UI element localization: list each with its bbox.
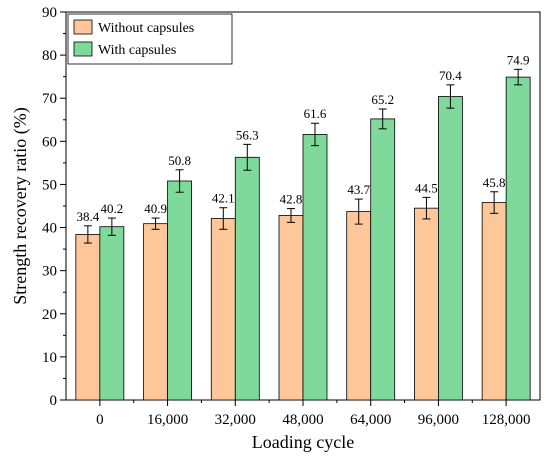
legend-label-without-capsules: Without capsules xyxy=(98,21,194,36)
data-label-without-capsules: 42.8 xyxy=(280,192,303,207)
y-axis-title: Strength recovery ratio (%) xyxy=(10,107,31,304)
y-tick-label: 90 xyxy=(42,5,57,21)
data-label-with-capsules: 61.6 xyxy=(304,106,327,121)
bar-without-capsules xyxy=(481,202,507,401)
data-label-with-capsules: 74.9 xyxy=(507,52,530,67)
plot-area: 38.440.2 40.9 50.8 42.1 56.3 42.8 61.6 43.7 65.2… xyxy=(42,5,541,428)
bar-without-capsules xyxy=(346,211,372,401)
bar-without-capsules xyxy=(143,223,168,401)
x-tick-label: 128,000 xyxy=(482,412,531,428)
x-axis-ticks: 0 16,000 32,000 48,000 64,000 96,000 128,000 xyxy=(96,400,531,428)
y-tick-label: 70 xyxy=(42,91,57,107)
x-tick-label: 96,000 xyxy=(418,412,459,428)
bar-with-capsules xyxy=(370,118,396,401)
y-tick-label: 50 xyxy=(42,177,57,193)
x-tick-label: 64,000 xyxy=(350,412,391,428)
x-tick-label: 48,000 xyxy=(282,412,323,428)
data-label-without-capsules: 40.9 xyxy=(144,201,167,216)
legend-swatch-with-capsules xyxy=(73,41,93,57)
x-tick-label: 0 xyxy=(96,412,104,428)
bar-without-capsules xyxy=(414,207,439,401)
data-label-without-capsules: 45.8 xyxy=(483,175,506,190)
bar-with-capsules xyxy=(234,156,260,401)
legend: Without capsules With capsules xyxy=(67,13,233,65)
data-label-without-capsules: 42.1 xyxy=(212,191,235,206)
bar-with-capsules xyxy=(167,180,192,401)
bar-without-capsules xyxy=(75,234,101,401)
y-tick-label: 0 xyxy=(50,393,58,409)
y-tick-label: 60 xyxy=(42,134,57,150)
x-axis-title: Loading cycle xyxy=(252,432,354,452)
data-label-without-capsules: 38.4 xyxy=(76,209,99,224)
y-axis-ticks: 0 10 20 30 40 50 60 70 80 90 xyxy=(42,5,66,409)
data-label-with-capsules: 65.2 xyxy=(371,92,394,107)
y-tick-label: 80 xyxy=(42,48,57,64)
legend-box xyxy=(67,13,233,65)
y-tick-label: 20 xyxy=(42,307,57,323)
bar-with-capsules xyxy=(505,76,531,401)
data-label-with-capsules: 50.8 xyxy=(168,153,191,168)
data-label-with-capsules: 40.2 xyxy=(100,201,123,216)
legend-swatch-without-capsules xyxy=(73,19,93,35)
bar-without-capsules xyxy=(210,218,236,401)
data-label-without-capsules: 43.7 xyxy=(347,182,370,197)
bar-with-capsules xyxy=(302,134,328,401)
data-label-with-capsules: 70.4 xyxy=(439,68,462,83)
x-tick-label: 16,000 xyxy=(147,412,188,428)
bar-with-capsules xyxy=(99,226,125,401)
legend-label-with-capsules: With capsules xyxy=(98,43,176,58)
x-tick-label: 32,000 xyxy=(215,412,256,428)
y-tick-label: 30 xyxy=(42,264,57,280)
data-label-without-capsules: 44.5 xyxy=(415,180,438,195)
error-bars xyxy=(83,68,523,244)
y-tick-label: 10 xyxy=(42,350,57,366)
y-tick-label: 40 xyxy=(42,221,57,237)
data-labels: 38.440.2 40.9 50.8 42.1 56.3 42.8 61.6 43.7 65.2… xyxy=(76,52,529,223)
bar-with-capsules xyxy=(438,96,463,401)
bar-without-capsules xyxy=(278,215,304,401)
bars xyxy=(75,76,531,401)
data-label-with-capsules: 56.3 xyxy=(236,127,259,142)
